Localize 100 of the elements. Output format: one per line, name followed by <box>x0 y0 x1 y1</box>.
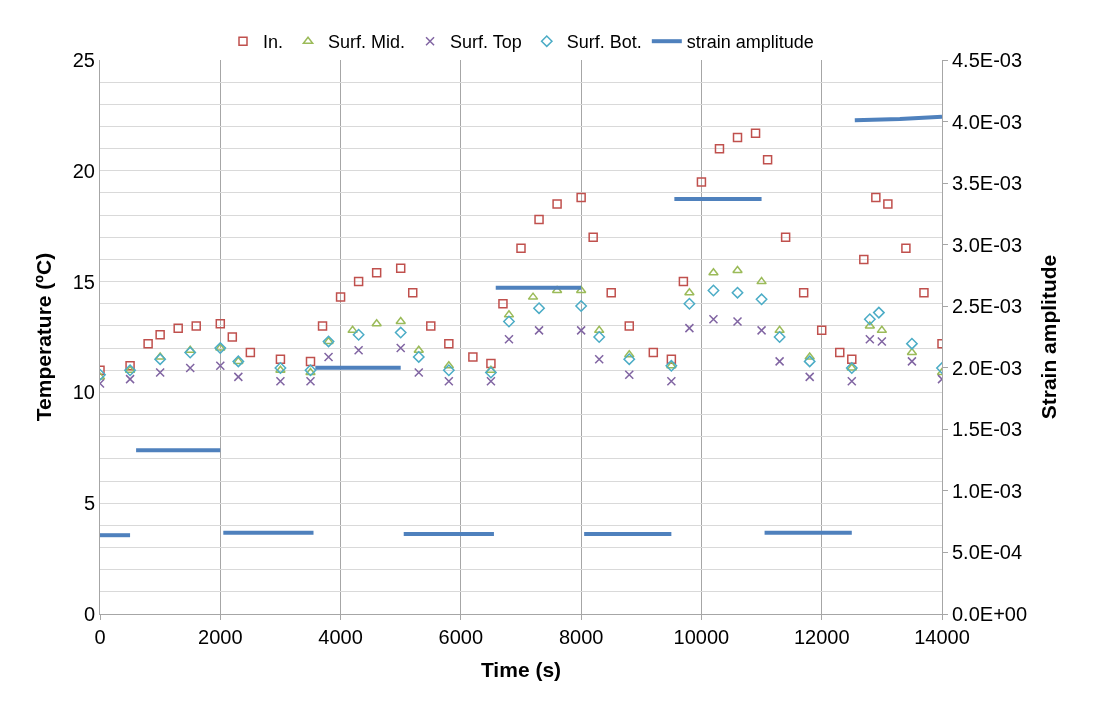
point <box>305 376 316 387</box>
point <box>534 325 544 336</box>
point <box>732 132 743 143</box>
point <box>588 232 598 243</box>
x-tick-label: 12000 <box>793 626 850 648</box>
point <box>624 369 635 380</box>
y2-tick-label: 2.5E-03 <box>952 295 1023 318</box>
point <box>275 354 286 364</box>
point <box>305 356 316 367</box>
y2-tick-label: 4.0E-03 <box>952 110 1023 133</box>
point <box>215 318 226 329</box>
point <box>173 323 183 333</box>
point <box>683 297 696 310</box>
point <box>593 325 605 334</box>
point <box>593 331 606 343</box>
point <box>323 352 334 362</box>
point <box>143 338 153 349</box>
point <box>756 276 767 285</box>
point <box>696 177 707 187</box>
point <box>516 243 526 254</box>
point <box>883 199 893 209</box>
point <box>863 313 876 326</box>
point <box>395 343 406 353</box>
point <box>907 356 917 367</box>
point <box>901 243 911 254</box>
point <box>576 325 586 336</box>
point <box>412 350 425 363</box>
point <box>353 276 364 287</box>
point <box>872 306 885 319</box>
point <box>534 214 544 225</box>
x-tick-label: 2000 <box>198 626 243 648</box>
y2-tick-label: 0.0E+00 <box>952 603 1028 625</box>
point <box>666 354 677 364</box>
point <box>871 192 881 203</box>
point <box>191 321 201 331</box>
point <box>395 263 406 274</box>
point <box>214 342 227 355</box>
point <box>773 331 786 343</box>
x-tick-label: 14000 <box>914 626 970 648</box>
y-tick-label: 0 <box>83 603 95 625</box>
point <box>442 364 455 377</box>
y2-tick-label: 1.5E-03 <box>952 418 1023 441</box>
point <box>750 128 761 138</box>
point <box>245 347 256 358</box>
point <box>816 325 827 336</box>
y-tick-label: 25 <box>72 49 95 71</box>
point <box>533 302 545 315</box>
point <box>876 325 888 334</box>
legend-label: strain amplitude <box>686 32 814 53</box>
point <box>317 321 328 331</box>
y-tick-label: 15 <box>72 270 95 293</box>
point <box>371 318 383 327</box>
point <box>155 367 165 378</box>
point <box>732 316 743 327</box>
point <box>498 299 508 309</box>
point <box>352 328 365 341</box>
point <box>762 154 773 165</box>
y-tick-label: 10 <box>72 381 95 404</box>
y2-tick-label: 4.5E-03 <box>952 49 1023 71</box>
point <box>755 293 768 306</box>
x-tick-label: 4000 <box>318 626 363 648</box>
point <box>395 316 407 325</box>
y-axis-title: Temperature (ºC) <box>31 252 55 422</box>
point <box>426 321 436 331</box>
point <box>504 334 514 344</box>
point <box>648 347 659 358</box>
point <box>552 199 562 209</box>
point <box>804 372 815 382</box>
point <box>731 286 744 299</box>
point <box>444 338 454 349</box>
point <box>275 376 286 387</box>
point <box>394 326 407 339</box>
y-tick-label: 5 <box>83 492 95 515</box>
x-tick-label: 10000 <box>673 626 730 648</box>
point <box>444 376 454 387</box>
point <box>575 285 587 294</box>
point <box>847 354 857 364</box>
point <box>486 376 496 387</box>
point <box>353 345 364 356</box>
point <box>774 325 785 334</box>
y2-axis-title: Strain amplitude <box>1037 254 1061 420</box>
point <box>227 332 238 342</box>
point <box>623 353 636 366</box>
point <box>803 355 816 368</box>
point <box>774 356 785 367</box>
point <box>714 143 725 154</box>
point <box>732 265 743 274</box>
point <box>847 376 857 387</box>
point <box>413 345 425 354</box>
x-tick-label: 8000 <box>558 626 604 648</box>
point <box>503 315 515 328</box>
y2-tick-label: 1.0E-03 <box>952 479 1023 502</box>
point <box>154 353 167 366</box>
point <box>575 300 588 312</box>
legend-label: Surf. Top <box>450 32 522 53</box>
point <box>184 346 197 359</box>
point <box>906 347 918 356</box>
point <box>756 325 767 336</box>
point <box>335 292 346 302</box>
point <box>919 287 929 298</box>
